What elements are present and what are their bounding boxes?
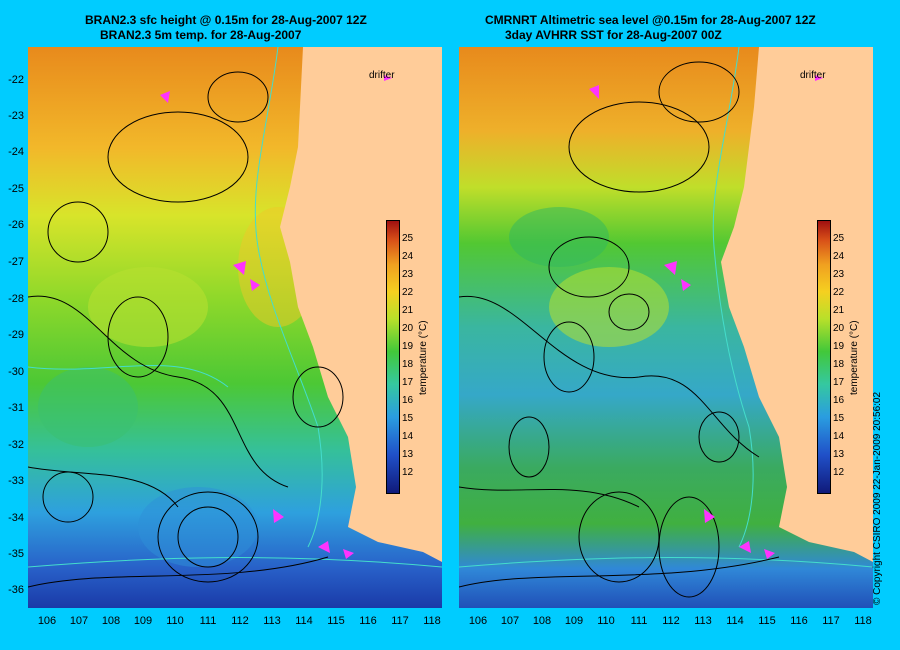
- colorbar-tick: 14: [402, 431, 414, 442]
- left-drifter-label: drifter: [369, 70, 395, 81]
- y-tick: -27: [8, 256, 24, 268]
- colorbar-tick: 19: [402, 341, 414, 352]
- colorbar-tick: 16: [833, 395, 845, 406]
- right-map-panel[interactable]: [459, 47, 873, 608]
- colorbar-tick: 25: [402, 233, 414, 244]
- x-tick: 114: [295, 615, 313, 627]
- x-tick: 112: [231, 615, 249, 627]
- y-tick: -34: [8, 512, 24, 524]
- left-map-panel[interactable]: [28, 47, 442, 608]
- y-tick: -35: [8, 548, 24, 560]
- colorbar-tick: 16: [402, 395, 414, 406]
- y-tick: -28: [8, 293, 24, 305]
- x-tick: 111: [199, 615, 217, 627]
- y-tick: -24: [8, 146, 24, 158]
- x-tick: 113: [263, 615, 281, 627]
- colorbar-tick: 13: [833, 449, 845, 460]
- colorbar-tick: 15: [833, 413, 845, 424]
- colorbar-scale: [386, 220, 400, 494]
- right-drifter-label: drifter: [800, 70, 826, 81]
- y-tick: -22: [8, 74, 24, 86]
- colorbar-tick: 20: [402, 323, 414, 334]
- x-tick: 111: [630, 615, 648, 627]
- right-title-line1: CMRNRT Altimetric sea level @0.15m for 2…: [485, 13, 816, 27]
- x-tick: 107: [69, 615, 89, 627]
- y-tick: -29: [8, 329, 24, 341]
- x-tick: 115: [758, 615, 776, 627]
- y-tick: -31: [8, 402, 24, 414]
- colorbar-label: temperature (°C): [849, 320, 860, 395]
- colorbar-tick: 18: [402, 359, 414, 370]
- colorbar-tick: 20: [833, 323, 845, 334]
- x-tick: 110: [166, 615, 184, 627]
- y-tick: -30: [8, 366, 24, 378]
- x-tick: 117: [391, 615, 409, 627]
- x-tick: 109: [564, 615, 584, 627]
- x-tick: 115: [327, 615, 345, 627]
- colorbar-tick: 24: [402, 251, 414, 262]
- land-mass: [721, 47, 873, 562]
- colorbar-tick: 18: [833, 359, 845, 370]
- x-tick: 109: [133, 615, 153, 627]
- copyright-notice: © Copyright CSIRO 2009 22-Jan-2009 20:56…: [872, 391, 883, 605]
- x-tick: 112: [662, 615, 680, 627]
- colorbar-tick: 13: [402, 449, 414, 460]
- land-mass: [280, 47, 442, 562]
- x-tick: 117: [822, 615, 840, 627]
- right-title-line2: 3day AVHRR SST for 28-Aug-2007 00Z: [505, 28, 722, 42]
- colorbar-tick: 22: [833, 287, 845, 298]
- left-title-line2: BRAN2.3 5m temp. for 28-Aug-2007: [100, 28, 302, 42]
- x-tick: 113: [694, 615, 712, 627]
- colorbar-tick: 22: [402, 287, 414, 298]
- x-tick: 107: [500, 615, 520, 627]
- x-tick: 116: [790, 615, 808, 627]
- y-tick: -33: [8, 475, 24, 487]
- colorbar-tick: 12: [402, 467, 414, 478]
- x-tick: 114: [726, 615, 744, 627]
- colorbar-tick: 12: [833, 467, 845, 478]
- colorbar-tick: 21: [833, 305, 845, 316]
- x-tick: 106: [37, 615, 57, 627]
- y-tick: -23: [8, 110, 24, 122]
- y-tick: -32: [8, 439, 24, 451]
- colorbar-tick: 17: [833, 377, 845, 388]
- colorbar-label: temperature (°C): [418, 320, 429, 395]
- y-tick: -26: [8, 219, 24, 231]
- colorbar-tick: 23: [402, 269, 414, 280]
- colorbar-tick: 19: [833, 341, 845, 352]
- x-tick: 108: [101, 615, 121, 627]
- colorbar-tick: 25: [833, 233, 845, 244]
- colorbar-tick: 21: [402, 305, 414, 316]
- y-tick: -36: [8, 584, 24, 596]
- x-tick: 118: [423, 615, 441, 627]
- x-tick: 110: [597, 615, 615, 627]
- colorbar-tick: 14: [833, 431, 845, 442]
- colorbar-tick: 15: [402, 413, 414, 424]
- x-tick: 106: [468, 615, 488, 627]
- x-tick: 118: [854, 615, 872, 627]
- colorbar-tick: 23: [833, 269, 845, 280]
- x-tick: 108: [532, 615, 552, 627]
- colorbar-tick: 24: [833, 251, 845, 262]
- colorbar-scale: [817, 220, 831, 494]
- left-title-line1: BRAN2.3 sfc height @ 0.15m for 28-Aug-20…: [85, 13, 367, 27]
- colorbar-tick: 17: [402, 377, 414, 388]
- y-tick: -25: [8, 183, 24, 195]
- x-tick: 116: [359, 615, 377, 627]
